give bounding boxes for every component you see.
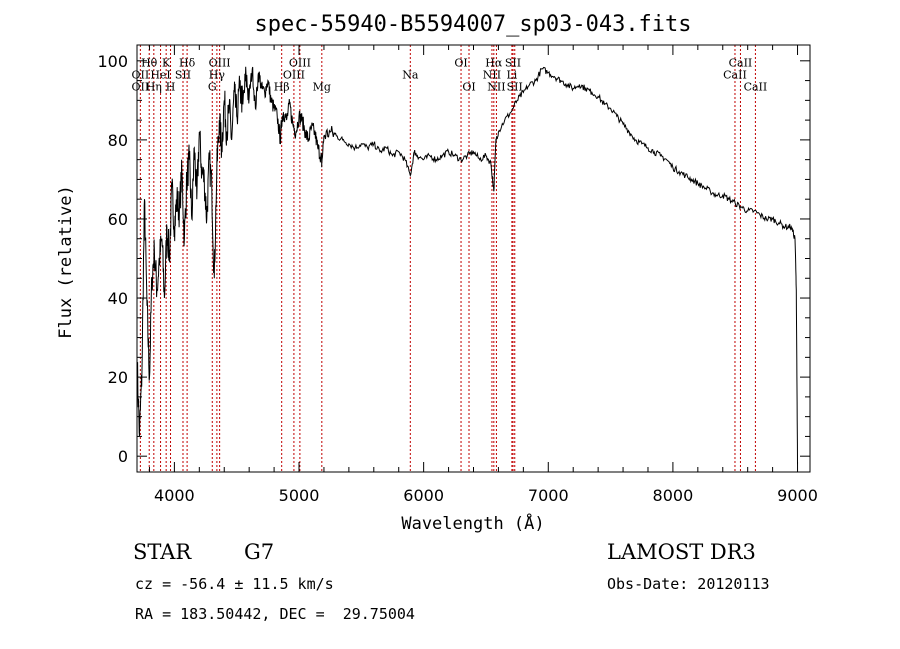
line-label-23: NII [487, 80, 505, 93]
y-tick-label-1: 20 [108, 368, 128, 387]
x-tick-label-1: 5000 [279, 486, 320, 505]
line-label-4: HeI [150, 69, 170, 82]
line-label-17: OI [454, 57, 467, 70]
line-label-3: OII [132, 69, 150, 82]
line-label-14: Hβ [274, 80, 290, 93]
line-label-0: Hθ [141, 57, 158, 70]
line-label-22: Li [506, 69, 517, 82]
line-label-8: H [166, 80, 176, 93]
y-tick-label-4: 80 [108, 131, 128, 150]
line-label-15: Mg [313, 80, 331, 93]
line-label-26: CaII [723, 69, 747, 82]
line-label-25: CaII [729, 57, 753, 70]
line-label-16: Na [402, 69, 419, 82]
line-label-24: SII [507, 80, 523, 93]
coordinates: RA = 183.50442, DEC = 29.75004 [135, 605, 415, 623]
spectrum-line-0 [136, 66, 798, 465]
line-label-10: Hγ [209, 69, 226, 82]
line-label-12: OIII [289, 57, 311, 70]
line-label-9: OIII [209, 57, 231, 70]
line-label-7: Hη [146, 80, 162, 93]
x-tick-label-4: 8000 [653, 486, 694, 505]
line-label-2: Hδ [179, 57, 196, 70]
line-label-6: OII [132, 80, 150, 93]
line-label-13: OIII [283, 69, 305, 82]
x-tick-label-0: 4000 [154, 486, 195, 505]
y-axis-ticks: 0 20 40 60 80 100 [97, 52, 810, 466]
y-tick-label-2: 40 [108, 289, 128, 308]
line-label-21: NII [483, 69, 501, 82]
spectrum-series [136, 66, 798, 465]
redshift-readout: cz = -56.4 ± 11.5 km/s [135, 575, 334, 593]
x-axis-label: Wavelength (Å) [401, 512, 544, 534]
x-tick-label-2: 6000 [403, 486, 444, 505]
x-tick-label-3: 7000 [528, 486, 569, 505]
line-label-19: Hα [485, 57, 503, 70]
survey-name: LAMOST DR3 [607, 540, 756, 564]
chart-title: spec-55940-B5594007_sp03-043.fits [254, 12, 691, 37]
x-axis-ticks: 4000 5000 6000 7000 8000 9000 [148, 45, 818, 505]
line-label-27: CaII [744, 80, 768, 93]
object-class: STAR [133, 540, 192, 564]
line-label-11: G [208, 80, 217, 93]
line-label-18: OI [462, 80, 475, 93]
line-label-20: SII [505, 57, 521, 70]
y-tick-label-0: 0 [118, 447, 128, 466]
y-axis-label: Flux (relative) [56, 185, 76, 339]
line-label-1: K [162, 57, 171, 70]
line-label-5: SII [175, 69, 191, 82]
x-tick-label-5: 9000 [777, 486, 818, 505]
y-tick-label-3: 60 [108, 210, 128, 229]
y-tick-label-5: 100 [97, 52, 128, 71]
object-subclass: G7 [244, 540, 275, 564]
obs-date: Obs-Date: 20120113 [607, 575, 770, 593]
